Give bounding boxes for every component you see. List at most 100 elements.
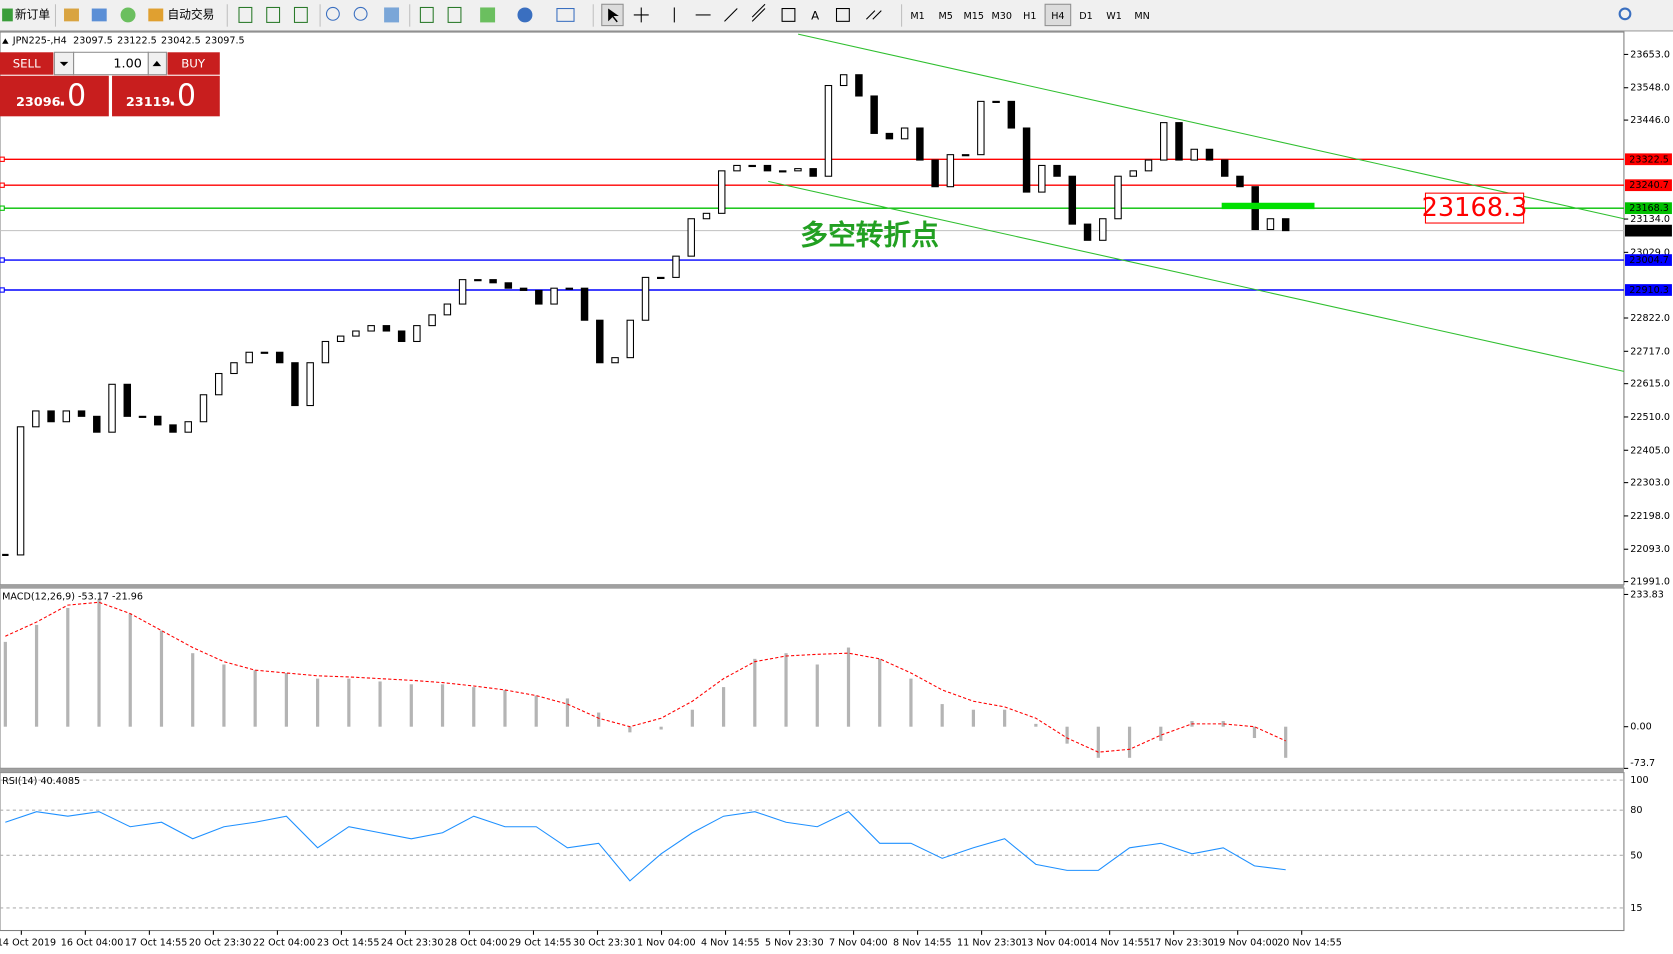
bid-price[interactable]: 23096 [16,95,61,110]
candle [275,351,284,364]
icon[interactable] [293,6,308,23]
macd-bar [472,687,476,727]
candle [108,383,116,433]
y-tick-label: 22615.0 [1630,379,1670,390]
candle [1022,127,1031,193]
macd-bar [1034,723,1038,727]
ask-fraction[interactable]: .0 [168,79,196,114]
macd-bar [253,670,257,727]
new-order-button[interactable]: 新订单 [15,7,50,21]
candle [535,289,543,305]
ask-box[interactable] [112,75,220,117]
timeframe-button[interactable]: H1 [1023,11,1036,22]
candle [443,303,452,316]
macd-bar [66,607,70,727]
search-icon[interactable] [1618,7,1632,21]
candle [580,287,589,321]
buy-label[interactable]: BUY [181,57,206,71]
trend-line [768,180,1625,372]
y-tick-label: 80 [1630,805,1642,816]
candle [794,168,802,172]
icon[interactable] [238,6,253,23]
icon[interactable] [835,8,850,22]
candle [1281,218,1290,232]
macd-bar [1159,726,1163,741]
pivot-label: 23168.3 [1422,193,1528,223]
candle [763,164,772,172]
macd-bar [159,630,164,727]
macd-bar [565,698,570,727]
candle [717,170,726,214]
timeframe-button[interactable]: MN [1134,11,1149,22]
icon[interactable] [120,7,136,23]
timeframe-bar: M1 M5 M15 M30 H1 H4 D1 W1 MN [910,3,1150,27]
ask-price[interactable]: 23119 [126,95,171,110]
candle [16,426,25,556]
collapse-icon[interactable] [2,38,9,44]
icon[interactable] [517,7,533,23]
icon[interactable] [325,6,340,21]
volume-value[interactable]: 1.00 [113,57,141,72]
icon[interactable]: A [811,9,819,23]
candle [961,154,970,157]
candle [641,276,650,321]
x-tick-label: 16 Oct 04:00 [61,937,124,948]
icon[interactable] [480,7,496,23]
candle [672,255,680,278]
icon[interactable] [384,7,400,23]
icon[interactable] [556,8,575,22]
bid-fraction[interactable]: .0 [58,79,86,114]
annotation: 多空转折点 [800,218,939,251]
icon[interactable] [266,6,281,23]
level-label: 23097.5 [1629,226,1669,237]
icon[interactable] [447,6,462,23]
icon[interactable] [865,10,882,20]
timeframe-button[interactable]: H4 [1051,11,1064,22]
x-tick-label: 1 Nov 04:00 [637,937,696,948]
macd-bar [97,599,101,727]
macd-bar [191,653,195,727]
candle [596,319,604,364]
macd-bar [878,658,882,727]
timeframe-button[interactable]: M15 [963,11,983,22]
sell-label[interactable]: SELL [13,57,41,71]
x-tick-label: 22 Oct 04:00 [253,937,316,948]
candle [306,362,314,407]
icon[interactable] [2,8,13,22]
candle [870,95,878,134]
macd-bar [690,709,694,727]
candle [519,287,528,291]
icon[interactable] [91,8,107,22]
macd-bar [909,678,913,727]
level-tag [1624,202,1672,215]
auto-trading-button[interactable]: 自动交易 [168,7,215,21]
timeframe-button[interactable]: M30 [992,11,1012,22]
icon[interactable] [633,7,649,23]
icon[interactable] [148,8,164,22]
macd-bar [940,704,944,727]
candle [77,410,86,417]
candle [1175,122,1183,161]
timeframe-button[interactable]: M1 [910,11,924,22]
icon[interactable] [781,8,796,22]
y-tick-label: 23548.0 [1630,83,1670,94]
timeframe-active [1044,3,1072,27]
icon[interactable] [353,6,368,21]
icon[interactable] [751,3,766,22]
macd-bar [440,684,445,727]
icon[interactable] [724,8,738,22]
bid-box[interactable] [0,75,109,117]
buy-button[interactable] [167,52,220,75]
timeframe-button[interactable]: W1 [1106,11,1122,22]
candle [1099,218,1107,241]
macd-bar [128,613,132,727]
icon[interactable] [64,8,79,22]
rsi-label: RSI(14) 40.4085 [2,776,80,787]
sell-button[interactable] [0,52,54,75]
icon[interactable] [419,6,434,23]
candle [1038,164,1046,193]
level-tag [1624,254,1672,266]
timeframe-button[interactable]: M5 [938,11,952,22]
timeframe-button[interactable]: D1 [1079,11,1092,22]
